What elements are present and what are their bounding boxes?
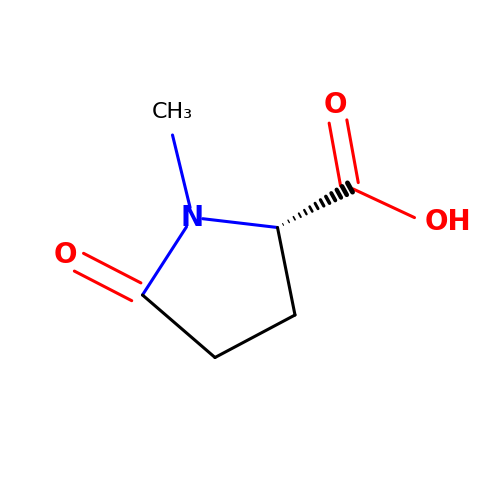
Text: CH₃: CH₃ [152,102,193,122]
Text: O: O [53,241,77,269]
Text: OH: OH [425,208,472,236]
Text: O: O [323,91,347,119]
Text: N: N [181,204,204,232]
